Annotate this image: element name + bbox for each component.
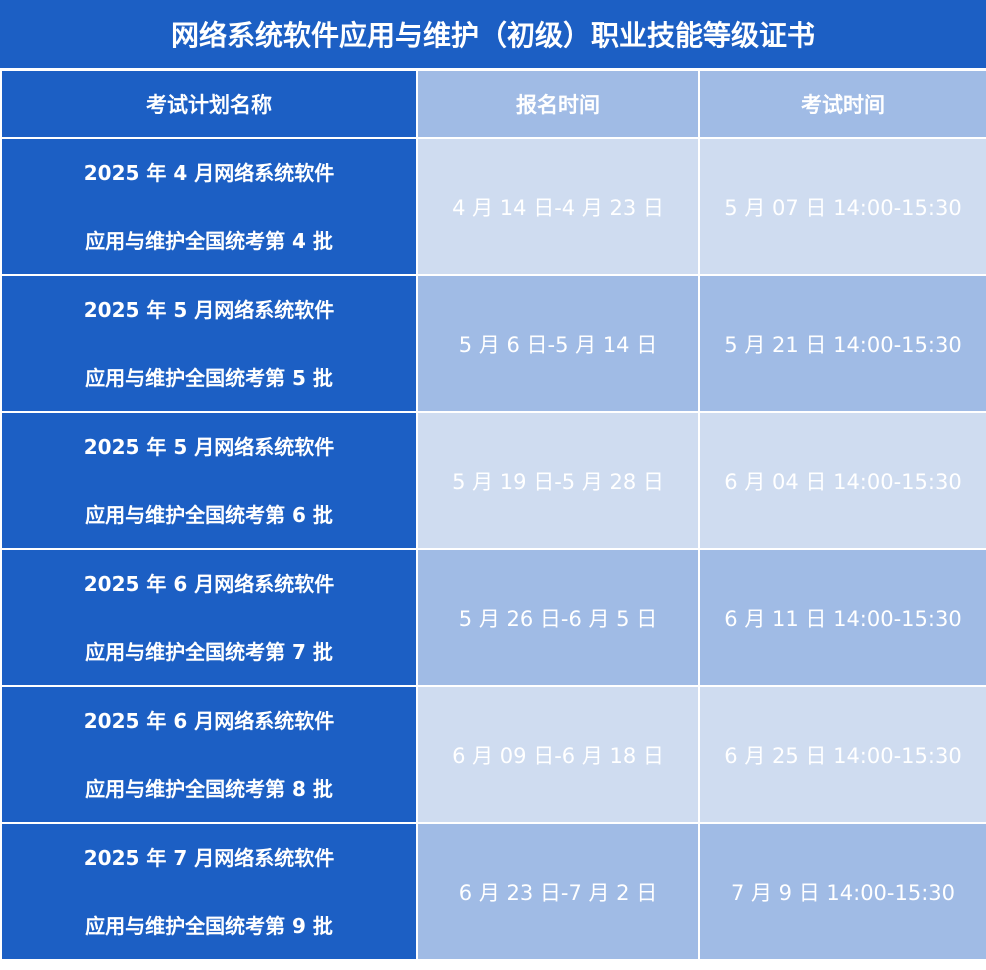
plan-name-line1: 2025 年 5 月网络系统软件 [83, 434, 335, 459]
exam-time-cell: 6 月 11 日 14:00-15:30 [698, 548, 986, 687]
table-row: 2025 年 7 月网络系统软件 应用与维护全国统考第 9 批 6 月 23 日… [0, 822, 986, 961]
exam-time-cell: 5 月 21 日 14:00-15:30 [698, 274, 986, 413]
plan-name-cell: 2025 年 5 月网络系统软件 应用与维护全国统考第 6 批 [0, 411, 418, 550]
table-row: 2025 年 5 月网络系统软件 应用与维护全国统考第 5 批 5 月 6 日-… [0, 274, 986, 413]
plan-name-cell: 2025 年 6 月网络系统软件 应用与维护全国统考第 8 批 [0, 685, 418, 824]
exam-time-cell: 6 月 04 日 14:00-15:30 [698, 411, 986, 550]
exam-schedule-table: 考试计划名称 报名时间 考试时间 2025 年 4 月网络系统软件 应用与维护全… [0, 69, 986, 961]
plan-name-line1: 2025 年 6 月网络系统软件 [83, 571, 335, 596]
table-title: 网络系统软件应用与维护（初级）职业技能等级证书 [0, 0, 986, 68]
header-plan-name: 考试计划名称 [0, 69, 418, 139]
plan-name-line2: 应用与维护全国统考第 4 批 [85, 228, 333, 253]
plan-name-line1: 2025 年 5 月网络系统软件 [83, 297, 335, 322]
plan-name-line2: 应用与维护全国统考第 8 批 [85, 776, 333, 801]
registration-time-cell: 4 月 14 日-4 月 23 日 [416, 137, 700, 276]
plan-name-cell: 2025 年 6 月网络系统软件 应用与维护全国统考第 7 批 [0, 548, 418, 687]
plan-name-line2: 应用与维护全国统考第 5 批 [85, 365, 333, 390]
header-exam-time: 考试时间 [698, 69, 986, 139]
table-row: 2025 年 4 月网络系统软件 应用与维护全国统考第 4 批 4 月 14 日… [0, 137, 986, 276]
registration-time-cell: 5 月 26 日-6 月 5 日 [416, 548, 700, 687]
exam-time-cell: 6 月 25 日 14:00-15:30 [698, 685, 986, 824]
plan-name-line2: 应用与维护全国统考第 9 批 [85, 913, 333, 938]
plan-name-cell: 2025 年 5 月网络系统软件 应用与维护全国统考第 5 批 [0, 274, 418, 413]
exam-time-cell: 7 月 9 日 14:00-15:30 [698, 822, 986, 961]
plan-name-line2: 应用与维护全国统考第 7 批 [85, 639, 333, 664]
plan-name-cell: 2025 年 7 月网络系统软件 应用与维护全国统考第 9 批 [0, 822, 418, 961]
plan-name-line2: 应用与维护全国统考第 6 批 [85, 502, 333, 527]
plan-name-line1: 2025 年 4 月网络系统软件 [83, 160, 335, 185]
plan-name-cell: 2025 年 4 月网络系统软件 应用与维护全国统考第 4 批 [0, 137, 418, 276]
registration-time-cell: 5 月 19 日-5 月 28 日 [416, 411, 700, 550]
plan-name-line1: 2025 年 6 月网络系统软件 [83, 708, 335, 733]
table-row: 2025 年 6 月网络系统软件 应用与维护全国统考第 7 批 5 月 26 日… [0, 548, 986, 687]
exam-time-cell: 5 月 07 日 14:00-15:30 [698, 137, 986, 276]
registration-time-cell: 6 月 09 日-6 月 18 日 [416, 685, 700, 824]
header-registration-time: 报名时间 [416, 69, 700, 139]
registration-time-cell: 5 月 6 日-5 月 14 日 [416, 274, 700, 413]
table-row: 2025 年 6 月网络系统软件 应用与维护全国统考第 8 批 6 月 09 日… [0, 685, 986, 824]
table-row: 2025 年 5 月网络系统软件 应用与维护全国统考第 6 批 5 月 19 日… [0, 411, 986, 550]
header-row: 考试计划名称 报名时间 考试时间 [0, 69, 986, 139]
plan-name-line1: 2025 年 7 月网络系统软件 [83, 845, 335, 870]
registration-time-cell: 6 月 23 日-7 月 2 日 [416, 822, 700, 961]
